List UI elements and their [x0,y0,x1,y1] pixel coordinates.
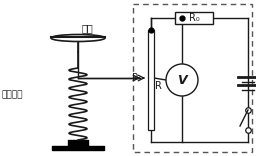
Text: V: V [177,75,187,88]
Text: R₀: R₀ [189,13,199,23]
Text: 职称弹簧: 职称弹簧 [2,90,24,100]
Text: P: P [132,73,138,83]
Circle shape [166,64,198,96]
Bar [175,12,213,24]
Bar [148,30,154,130]
Text: 称盘: 称盘 [82,23,94,33]
Bar [133,4,252,152]
Ellipse shape [51,34,105,41]
Text: R: R [155,81,162,91]
